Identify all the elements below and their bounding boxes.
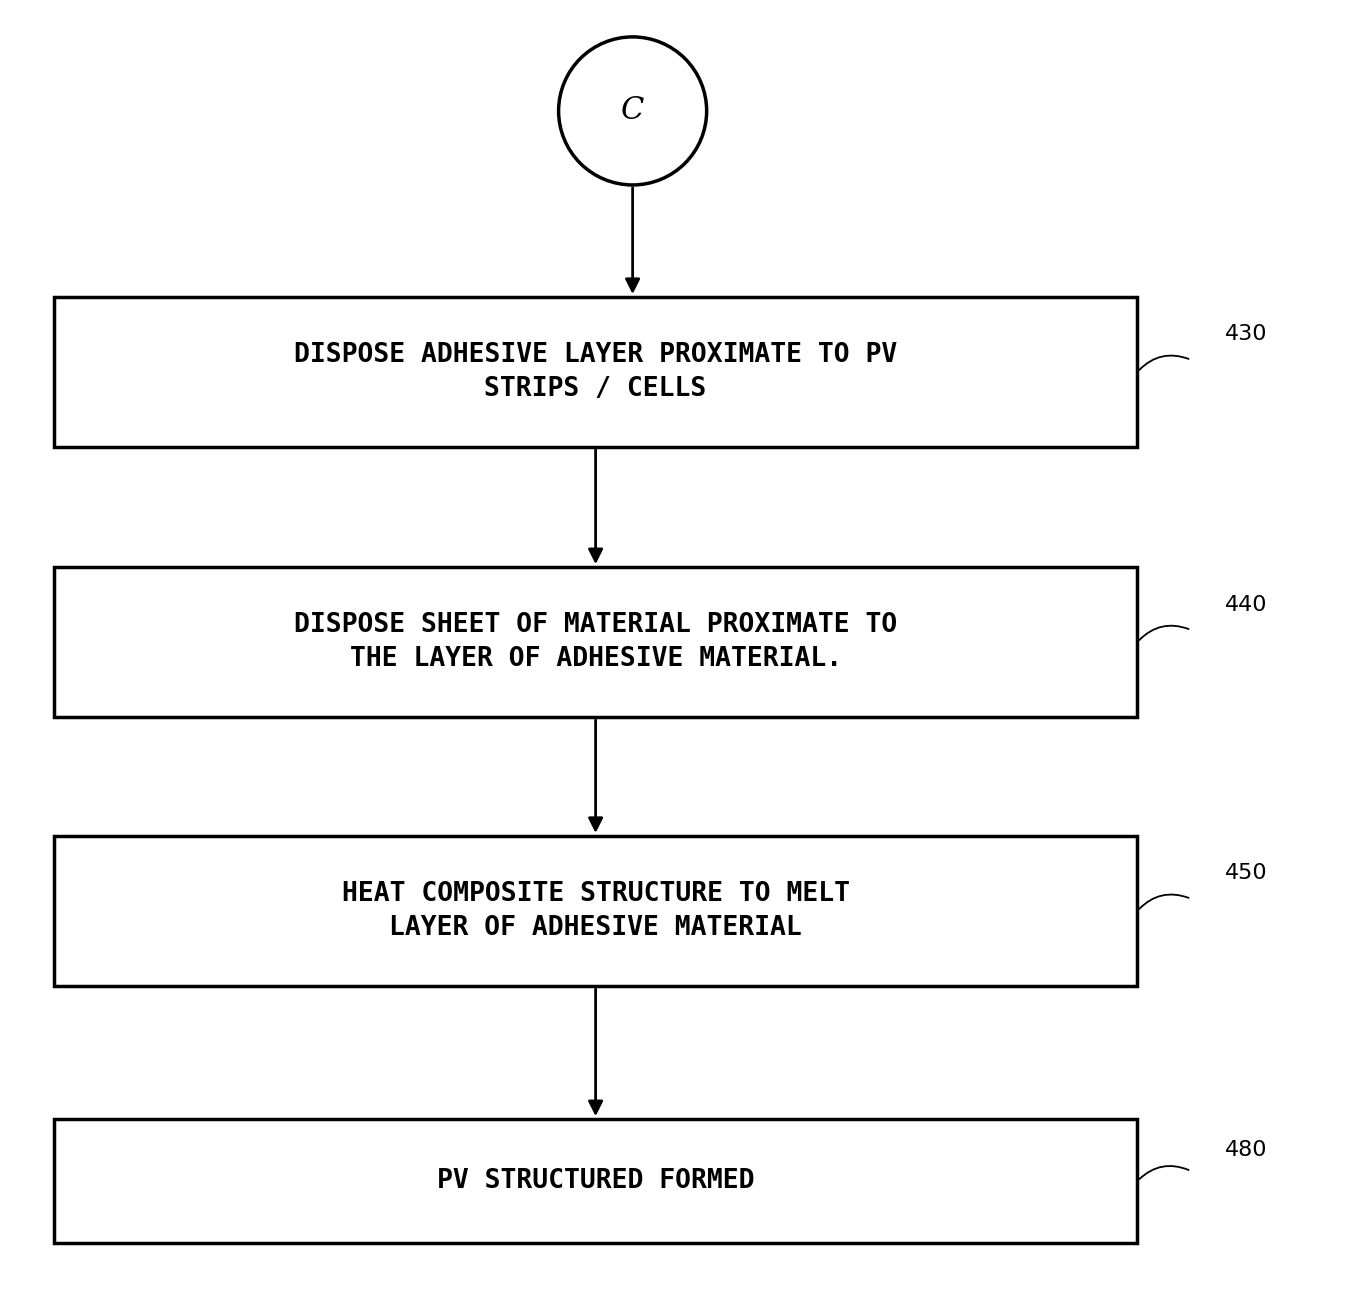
Text: 430: 430 [1225,325,1268,345]
Text: 450: 450 [1225,864,1268,883]
Text: DISPOSE ADHESIVE LAYER PROXIMATE TO PV
STRIPS / CELLS: DISPOSE ADHESIVE LAYER PROXIMATE TO PV S… [293,342,898,402]
Text: 480: 480 [1225,1141,1268,1160]
Text: HEAT COMPOSITE STRUCTURE TO MELT
LAYER OF ADHESIVE MATERIAL: HEAT COMPOSITE STRUCTURE TO MELT LAYER O… [342,881,849,941]
Text: PV STRUCTURED FORMED: PV STRUCTURED FORMED [437,1168,754,1194]
Text: 440: 440 [1225,595,1268,615]
Text: DISPOSE SHEET OF MATERIAL PROXIMATE TO
THE LAYER OF ADHESIVE MATERIAL.: DISPOSE SHEET OF MATERIAL PROXIMATE TO T… [293,612,898,672]
FancyBboxPatch shape [54,837,1137,987]
FancyBboxPatch shape [54,1118,1137,1242]
FancyBboxPatch shape [54,566,1137,716]
Ellipse shape [559,37,707,185]
FancyBboxPatch shape [54,298,1137,446]
Text: C: C [621,95,645,127]
